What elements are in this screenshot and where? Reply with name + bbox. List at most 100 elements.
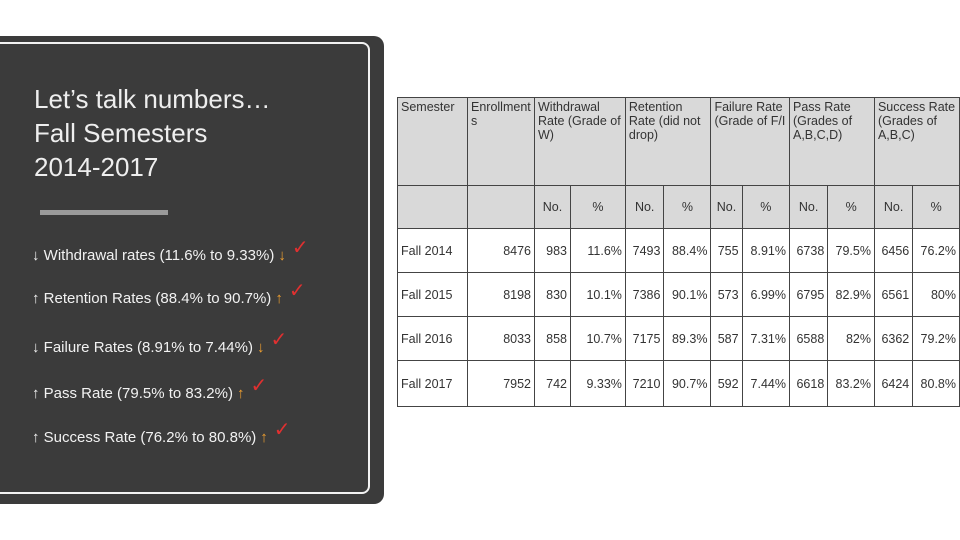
table-cell: Fall 2015 xyxy=(397,272,468,317)
table-cell: 742 xyxy=(533,360,572,407)
header-cell: Failure Rate (Grade of F/I xyxy=(710,97,790,186)
table-cell: Fall 2017 xyxy=(397,360,468,407)
check-mark: ✓ xyxy=(273,419,291,441)
trend-arrow: ↑ xyxy=(275,290,283,307)
panel-frame xyxy=(0,42,370,494)
subheader-cell: No. xyxy=(710,185,743,229)
table-cell: 8198 xyxy=(467,272,535,317)
table-cell: 83.2% xyxy=(827,360,875,407)
table-cell: 6456 xyxy=(873,228,914,273)
table-cell: Fall 2016 xyxy=(397,316,468,361)
table-cell: 7.44% xyxy=(741,360,791,407)
slide-title: Let’s talk numbers… Fall Semesters 2014-20… xyxy=(34,82,271,184)
subheader-cell: % xyxy=(912,185,960,229)
header-cell: Retention Rate (did not drop) xyxy=(624,97,712,186)
table-cell: 983 xyxy=(533,228,572,273)
text-panel: Let’s talk numbers… Fall Semesters 2014-20… xyxy=(0,36,384,504)
table-cell: 6561 xyxy=(873,272,914,317)
table-cell: 80% xyxy=(912,272,960,317)
table-cell: 7210 xyxy=(624,360,665,407)
subheader-cell: No. xyxy=(788,185,829,229)
table-cell: 80.8% xyxy=(912,360,960,407)
table-cell: 858 xyxy=(533,316,572,361)
table-cell: 90.7% xyxy=(663,360,712,407)
table-row: Fall 2017 7952 742 9.33% 7210 90.7% 592 7.44% 66… xyxy=(397,360,960,407)
subheader-cell xyxy=(467,185,535,229)
table-cell: 90.1% xyxy=(663,272,712,317)
table-row: Fall 2016 8033 858 10.7% 7175 89.3% 587 7.31% 65… xyxy=(397,316,960,361)
subheader-cell: No. xyxy=(533,185,572,229)
bullet: ↓ Failure Rates (8.91% to 7.44%) ↓ ✓ xyxy=(32,329,287,358)
header-cell: Success Rate (Grades of A,B,C) xyxy=(873,97,960,186)
bullet: ↑ Retention Rates (88.4% to 90.7%) ↑ ✓ xyxy=(32,280,306,309)
table-cell: 7386 xyxy=(624,272,665,317)
bullet-text: Failure Rates (8.91% to 7.44%) xyxy=(43,339,253,356)
bullet-arrow: ↓ xyxy=(32,247,40,264)
trend-arrow: ↑ xyxy=(236,385,245,402)
table-cell: 8033 xyxy=(467,316,535,361)
table-cell: 6795 xyxy=(788,272,829,317)
table-cell: 6362 xyxy=(873,316,914,361)
table-cell: 6.99% xyxy=(741,272,791,317)
table-cell: 7.31% xyxy=(741,316,791,361)
table-row: Fall 2015 8198 830 10.1% 7386 90.1% 573 6.99% 67… xyxy=(397,272,960,317)
bullet: ↑ Success Rate (76.2% to 80.8%) ↑ ✓ xyxy=(32,419,291,448)
trend-arrow: ↑ xyxy=(260,429,268,446)
subheader-cell: No. xyxy=(873,185,914,229)
table-cell: 573 xyxy=(710,272,743,317)
subheader-cell: No. xyxy=(624,185,665,229)
table-cell: 82.9% xyxy=(827,272,875,317)
subheader-cell: % xyxy=(741,185,791,229)
subheader-cell xyxy=(397,185,468,229)
subheader-cell: % xyxy=(663,185,712,229)
table-cell: 755 xyxy=(710,228,743,273)
table-cell: 82% xyxy=(827,316,875,361)
header-cell: Enrollments xyxy=(467,97,535,186)
bullet-arrow: ↑ xyxy=(32,429,40,446)
table-cell: 7952 xyxy=(467,360,535,407)
table-cell: 9.33% xyxy=(570,360,626,407)
check-mark: ✓ xyxy=(270,329,288,351)
table-cell: 76.2% xyxy=(912,228,960,273)
table-cell: 89.3% xyxy=(663,316,712,361)
table-cell: Fall 2014 xyxy=(397,228,468,273)
header-row: Semester Enrollments Withdrawal Rate (Grad… xyxy=(397,97,960,186)
table-cell: 10.7% xyxy=(570,316,626,361)
table-cell: 8.91% xyxy=(741,228,791,273)
table-cell: 88.4% xyxy=(663,228,712,273)
bullet-arrow: ↓ xyxy=(32,339,40,356)
subheader-cell: % xyxy=(827,185,875,229)
table-cell: 79.2% xyxy=(912,316,960,361)
title-line: 2014-2017 xyxy=(34,152,159,182)
data-table: Semester Enrollments Withdrawal Rate (Grad… xyxy=(397,97,960,407)
bullet-text: Withdrawal rates (11.6% to 9.33%) xyxy=(43,247,275,264)
table-cell: 79.5% xyxy=(827,228,875,273)
table-cell: 7493 xyxy=(624,228,665,273)
trend-arrow: ↓ xyxy=(278,247,286,264)
trend-arrow: ↓ xyxy=(256,339,265,356)
header-cell: Pass Rate (Grades of A,B,C,D) xyxy=(789,97,875,186)
header-cell: Semester xyxy=(397,97,468,186)
bullet-arrow: ↑ xyxy=(32,385,40,402)
table-cell: 592 xyxy=(710,360,743,407)
table-cell: 587 xyxy=(710,316,743,361)
table-cell: 7175 xyxy=(624,316,665,361)
table-cell: 8476 xyxy=(467,228,535,273)
table-cell: 11.6% xyxy=(570,228,626,273)
table-cell: 6588 xyxy=(788,316,829,361)
bullet: ↑ Pass Rate (79.5% to 83.2%) ↑ ✓ xyxy=(32,375,267,404)
check-mark: ✓ xyxy=(291,237,309,259)
table-cell: 6618 xyxy=(788,360,829,407)
title-line: Let’s talk numbers… xyxy=(34,84,271,114)
title-line: Fall Semesters xyxy=(34,118,208,148)
table-cell: 10.1% xyxy=(570,272,626,317)
bullet: ↓ Withdrawal rates (11.6% to 9.33%) ↓ ✓ xyxy=(32,237,309,266)
bullet-arrow: ↑ xyxy=(32,290,40,307)
table-cell: 830 xyxy=(533,272,572,317)
table-cell: 6424 xyxy=(873,360,914,407)
table-row: Fall 2014 8476 983 11.6% 7493 88.4% 755 8.91% 67… xyxy=(397,228,960,273)
check-mark: ✓ xyxy=(288,280,306,302)
subheader-cell: % xyxy=(570,185,626,229)
check-mark: ✓ xyxy=(250,375,268,397)
header-cell: Withdrawal Rate (Grade of W) xyxy=(534,97,626,186)
